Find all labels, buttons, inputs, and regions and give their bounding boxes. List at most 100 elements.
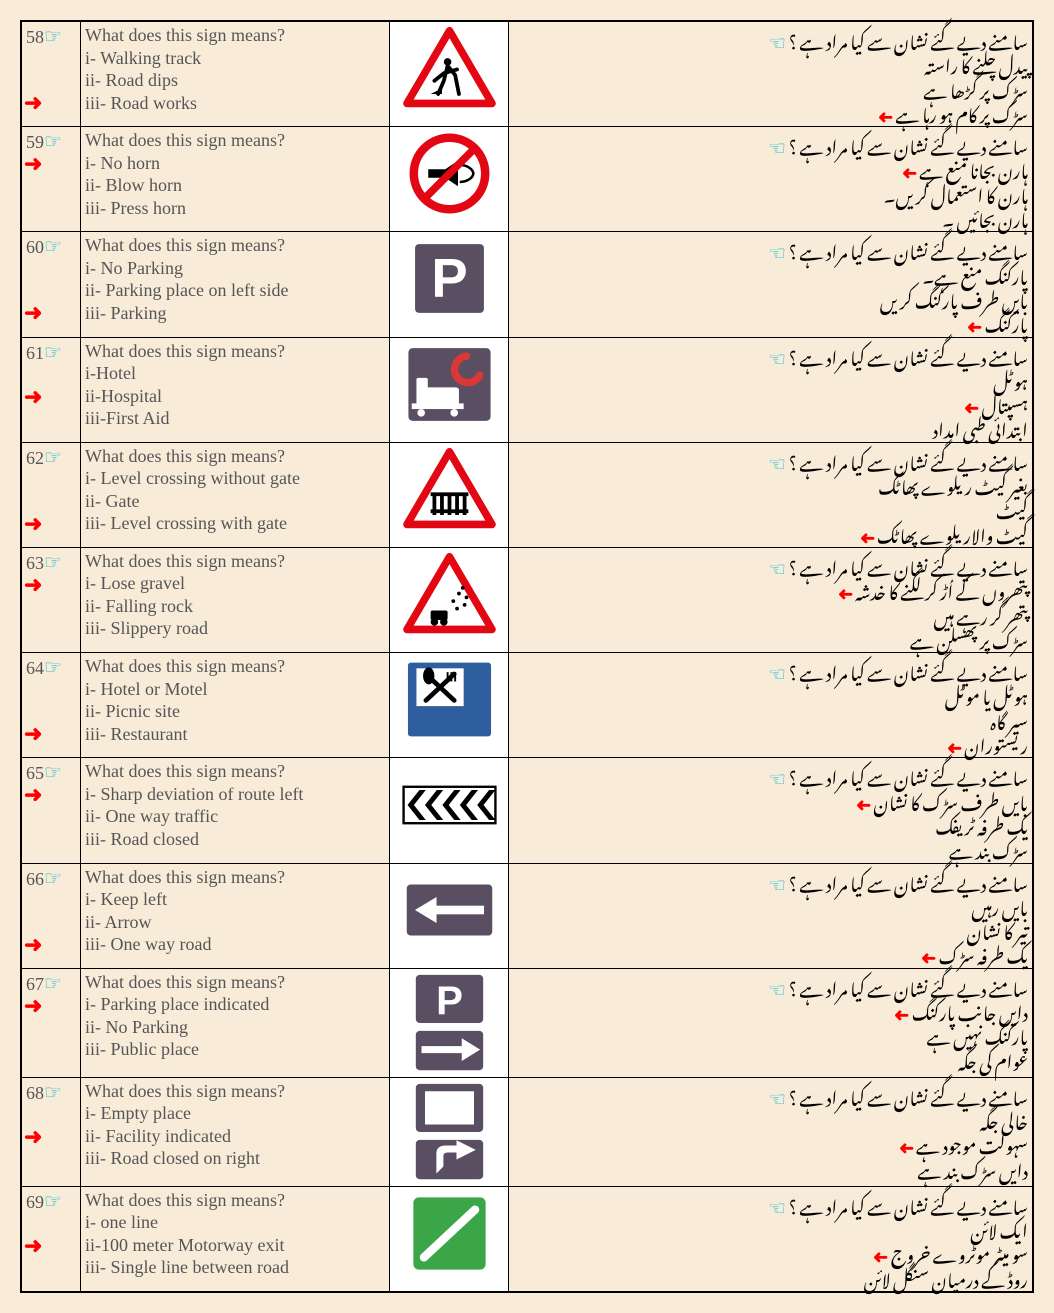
quiz-row: 60☞➜What does this sign means?i- No Park…: [21, 232, 1033, 337]
sign-image-cell: [390, 337, 509, 442]
pointer-hand-icon: ☞: [768, 234, 786, 261]
option-text: i- Sharp deviation of route left: [85, 783, 385, 806]
question-text: What does this sign means?: [85, 129, 385, 152]
correct-arrow-icon: ➜: [24, 572, 42, 598]
pointer-hand-icon: ☞: [44, 1080, 62, 1105]
pointer-hand-icon: ☞: [44, 340, 62, 365]
urdu-option: ہوٹل یا موٹل: [513, 682, 1028, 706]
urdu-cell: سامنے دیے گئے نشان سے کیا مراد ہے ؟ ☞بای…: [509, 863, 1034, 968]
option-text: iii- Slippery road: [85, 617, 385, 640]
pointer-hand-icon: ☞: [44, 760, 62, 785]
question-number: 66: [26, 869, 44, 889]
sign-svg: [402, 131, 497, 216]
sign-image-cell: [390, 758, 509, 863]
urdu-cell: سامنے دیے گئے نشان سے کیا مراد ہے ؟ ☞خال…: [509, 1077, 1034, 1186]
quiz-row: 61☞➜What does this sign means?i-Hotelii-…: [21, 337, 1033, 442]
option-text: ii- Arrow: [85, 911, 385, 934]
option-text: i- one line: [85, 1211, 385, 1234]
urdu-cell: سامنے دیے گئے نشان سے کیا مراد ہے ؟ ☞پتھ…: [509, 547, 1034, 652]
urdu-cell: سامنے دیے گئے نشان سے کیا مراد ہے ؟ ☞دای…: [509, 968, 1034, 1077]
english-cell: What does this sign means?i- Lose gravel…: [81, 547, 390, 652]
urdu-cell: سامنے دیے گئے نشان سے کیا مراد ہے ؟ ☞ایک…: [509, 1186, 1034, 1292]
question-number-cell: 60☞➜: [21, 232, 81, 337]
pointer-hand-icon: ☞: [768, 445, 786, 472]
urdu-cell: سامنے دیے گئے نشان سے کیا مراد ہے ؟ ☞بای…: [509, 758, 1034, 863]
correct-arrow-icon: ➜: [24, 90, 42, 116]
sign-svg: [402, 657, 497, 742]
pointer-hand-icon: ☞: [44, 866, 62, 891]
option-text: i- Walking track: [85, 47, 385, 70]
option-text: i- Lose gravel: [85, 572, 385, 595]
correct-arrow-icon: ➜: [24, 300, 42, 326]
english-cell: What does this sign means?i- Hotel or Mo…: [81, 653, 390, 758]
question-text: What does this sign means?: [85, 550, 385, 573]
sign-svg: P: [402, 973, 497, 1073]
english-cell: What does this sign means?i- Walking tra…: [81, 21, 390, 127]
urdu-cell: سامنے دیے گئے نشان سے کیا مراد ہے ؟ ☞پار…: [509, 232, 1034, 337]
sign-image-cell: P: [390, 232, 509, 337]
option-text: ii- No Parking: [85, 1016, 385, 1039]
correct-arrow-icon: ➜: [24, 1124, 42, 1150]
urdu-cell: سامنے دیے گئے نشان سے کیا مراد ہے ؟ ☞ہوٹ…: [509, 337, 1034, 442]
svg-text:P: P: [436, 978, 463, 1023]
correct-arrow-icon: ➜: [24, 151, 42, 177]
sign-image-cell: [390, 127, 509, 232]
sign-svg: [402, 447, 497, 532]
question-number-cell: 69☞➜: [21, 1186, 81, 1292]
sign-image-cell: [390, 21, 509, 127]
question-number-cell: 64☞➜: [21, 653, 81, 758]
quiz-row: 68☞➜What does this sign means?i- Empty p…: [21, 1077, 1033, 1186]
question-number: 64: [26, 658, 44, 678]
question-number: 61: [26, 343, 44, 363]
pointer-hand-icon: ☞: [768, 1189, 786, 1216]
correct-arrow-icon: ➜: [24, 721, 42, 747]
quiz-row: 65☞➜What does this sign means?i- Sharp d…: [21, 758, 1033, 863]
urdu-option: روڈ کے درمیان سنگل لائن: [513, 1265, 1028, 1289]
option-text: iii- Public place: [85, 1038, 385, 1061]
question-text: What does this sign means?: [85, 971, 385, 994]
sign-image-cell: [390, 442, 509, 547]
question-number: 65: [26, 763, 44, 783]
option-text: i- No horn: [85, 152, 385, 175]
urdu-option: ہوٹل: [513, 367, 1028, 391]
question-text: What does this sign means?: [85, 655, 385, 678]
correct-arrow-icon: ➜: [24, 932, 42, 958]
question-number-cell: 61☞➜: [21, 337, 81, 442]
signs-quiz-table: 58☞➜What does this sign means?i- Walking…: [20, 20, 1034, 1293]
pointer-hand-icon: ☞: [768, 550, 786, 577]
pointer-hand-icon: ☞: [44, 550, 62, 575]
correct-arrow-icon: ➜: [24, 511, 42, 537]
pointer-hand-icon: ☞: [768, 655, 786, 682]
option-text: ii-100 meter Motorway exit: [85, 1234, 385, 1257]
sign-image-cell: [390, 547, 509, 652]
urdu-cell: سامنے دیے گئے نشان سے کیا مراد ہے ؟ ☞پید…: [509, 21, 1034, 127]
option-text: ii- Picnic site: [85, 700, 385, 723]
quiz-row: 63☞➜What does this sign means?i- Lose gr…: [21, 547, 1033, 652]
quiz-row: 62☞➜What does this sign means?i- Level c…: [21, 442, 1033, 547]
question-text: What does this sign means?: [85, 760, 385, 783]
option-text: iii- Restaurant: [85, 723, 385, 746]
option-text: ii- Facility indicated: [85, 1125, 385, 1148]
pointer-hand-icon: ☞: [44, 24, 62, 49]
english-cell: What does this sign means?i- Parking pla…: [81, 968, 390, 1077]
option-text: iii- One way road: [85, 933, 385, 956]
english-cell: What does this sign means?i-Hotelii-Hosp…: [81, 337, 390, 442]
urdu-question: سامنے دیے گئے نشان سے کیا مراد ہے ؟ ☞: [513, 340, 1028, 367]
sign-svg: [402, 26, 497, 111]
pointer-hand-icon: ☞: [768, 340, 786, 367]
option-text: iii- Press horn: [85, 197, 385, 220]
correct-arrow-icon: ➜: [24, 1233, 42, 1259]
option-text: ii- Blow horn: [85, 174, 385, 197]
question-number-cell: 59☞➜: [21, 127, 81, 232]
pointer-hand-icon: ☞: [44, 971, 62, 996]
sign-image-cell: [390, 653, 509, 758]
option-text: ii- Road dips: [85, 69, 385, 92]
correct-arrow-icon: ➜: [24, 384, 42, 410]
option-text: iii- Road closed: [85, 828, 385, 851]
option-text: ii-Hospital: [85, 385, 385, 408]
english-cell: What does this sign means?i- No Parkingi…: [81, 232, 390, 337]
urdu-question: سامنے دیے گئے نشان سے کیا مراد ہے ؟ ☞: [513, 866, 1028, 893]
option-text: ii- One way traffic: [85, 805, 385, 828]
question-number-cell: 63☞➜: [21, 547, 81, 652]
pointer-hand-icon: ☞: [44, 1189, 62, 1214]
